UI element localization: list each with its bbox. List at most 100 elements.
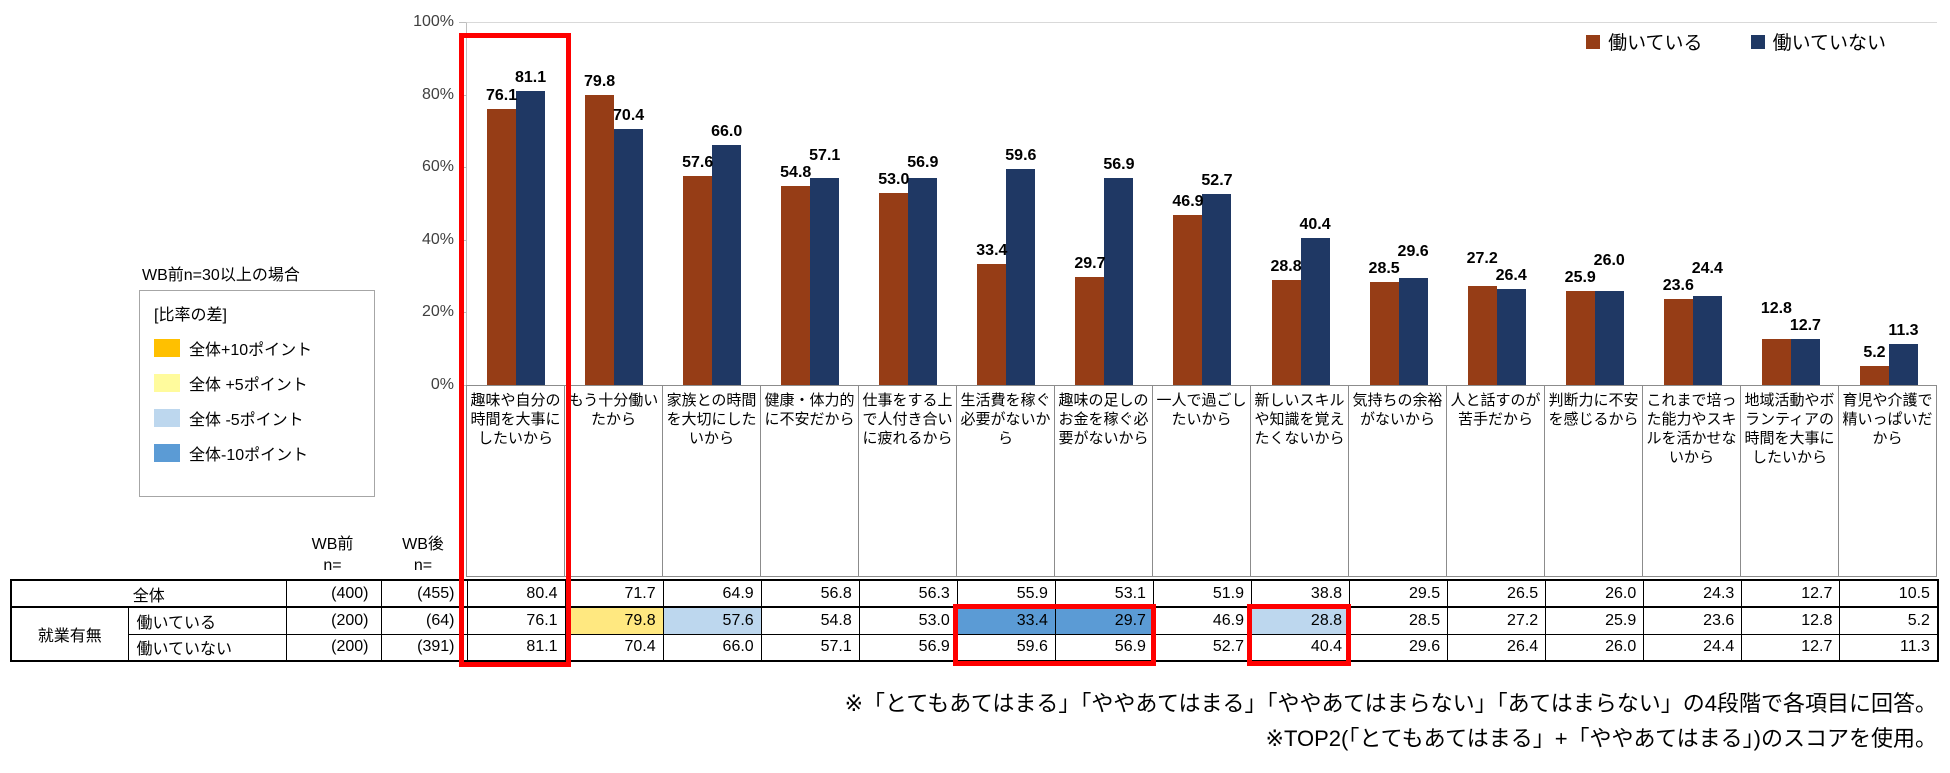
value-label-working: 28.8 bbox=[1270, 258, 1302, 276]
row-label-total: 全体 bbox=[10, 579, 287, 608]
bar-working bbox=[1565, 290, 1595, 385]
bar-not-working bbox=[1692, 296, 1722, 385]
diff-legend-box: [比率の差] 全体+10ポイント 全体 +5ポイント 全体 -5ポイント 全体-10ポ… bbox=[139, 290, 375, 497]
y-axis-tick-label: 0% bbox=[430, 376, 454, 393]
diff-legend-item: 全体 -5ポイント bbox=[154, 406, 360, 430]
bar-group: 76.1 81.1 bbox=[467, 22, 565, 385]
category-label: 家族との時間を大切にしたいから bbox=[663, 386, 761, 576]
footnote-line-2: ※TOP2(「とてもあてはまる」+「ややあてはまる」)のスコアを使用。 bbox=[1265, 726, 1937, 751]
category-axis: 趣味や自分の時間を大事にしたいから もう十分働いたから 家族との時間を大切にしたいか… bbox=[466, 385, 1937, 577]
category-label: 地域活動やボランティアの時間を大事にしたいから bbox=[1741, 386, 1839, 576]
table-cell-value: 12.8 bbox=[1741, 606, 1841, 635]
diff-legend-title: [比率の差] bbox=[154, 307, 227, 324]
table-cell-value: 56.9 bbox=[1054, 633, 1154, 662]
wb-post-header: WB後 n= bbox=[380, 534, 466, 576]
value-label-working: 23.6 bbox=[1662, 277, 1694, 295]
legend-label-working: 働いている bbox=[1608, 33, 1703, 54]
category-label: 新しいスキルや知識を覚えたくないから bbox=[1251, 386, 1349, 576]
table-cell-value: 55.9 bbox=[956, 579, 1056, 608]
value-label-not-working: 29.6 bbox=[1397, 242, 1429, 260]
table-cell-value: 26.4 bbox=[1447, 633, 1547, 662]
row-group-label: 就業有無 bbox=[10, 606, 129, 662]
bar-not-working bbox=[810, 177, 840, 385]
bar-group: 79.8 70.4 bbox=[565, 22, 663, 385]
bar-group: 54.8 57.1 bbox=[761, 22, 859, 385]
value-label-working: 53.0 bbox=[878, 170, 910, 188]
y-axis-tick-label: 80% bbox=[421, 85, 454, 103]
category-label: 人と話すのが苦手だから bbox=[1447, 386, 1545, 576]
value-label-not-working: 56.9 bbox=[907, 153, 939, 171]
value-label-working: 57.6 bbox=[682, 153, 714, 171]
value-label-not-working: 66.0 bbox=[711, 123, 743, 141]
value-label-working: 79.8 bbox=[584, 73, 616, 91]
table-cell-value: 57.1 bbox=[760, 633, 860, 662]
cell-n-wb-pre: (400) bbox=[285, 579, 382, 608]
legend-label-not-working: 働いていない bbox=[1772, 33, 1886, 54]
category-label: 趣味や自分の時間を大事にしたいから bbox=[467, 386, 565, 576]
category-label: 趣味の足しのお金を稼ぐ必要がないから bbox=[1055, 386, 1153, 576]
table-cell-value: 64.9 bbox=[662, 579, 762, 608]
value-label-not-working: 11.3 bbox=[1888, 321, 1919, 339]
highlight-box-money-reasons bbox=[953, 604, 1156, 666]
value-label-working: 54.8 bbox=[780, 164, 812, 182]
table-cell-value: 5.2 bbox=[1839, 606, 1939, 635]
table-cell-value: 81.1 bbox=[466, 633, 566, 662]
bar-working bbox=[977, 263, 1007, 385]
bar-group: 29.7 56.9 bbox=[1055, 22, 1153, 385]
cell-n-wb-pre: (200) bbox=[285, 606, 382, 635]
value-label-working: 12.8 bbox=[1760, 299, 1792, 317]
diff-legend-label: 全体+10ポイント bbox=[189, 342, 313, 359]
table-row: 働いていない (200) (391) 81.1 70.4 66.0 57.1 56.9 59.6… bbox=[11, 633, 1939, 662]
category-label: 仕事をする上で人付き合いに疲れるから bbox=[859, 386, 957, 576]
table-cell-value: 28.5 bbox=[1349, 606, 1449, 635]
bar-not-working bbox=[1888, 343, 1918, 385]
bar-not-working bbox=[1594, 290, 1624, 385]
table-cell-value: 76.1 bbox=[466, 606, 566, 635]
bar-group: 12.8 12.7 bbox=[1742, 22, 1840, 385]
bar-working bbox=[585, 95, 615, 385]
bar-working bbox=[487, 108, 517, 385]
table-cell-value: 29.6 bbox=[1349, 633, 1449, 662]
table-cell-value: 25.9 bbox=[1545, 606, 1645, 635]
bar-not-working bbox=[614, 129, 644, 385]
bar-group: 23.6 24.4 bbox=[1644, 22, 1742, 385]
diff-legend-item: 全体 +5ポイント bbox=[154, 371, 360, 395]
table-cell-value: 51.9 bbox=[1152, 579, 1253, 608]
table-cell-value: 40.4 bbox=[1250, 633, 1351, 662]
row-label-not-working: 働いていない bbox=[127, 633, 287, 662]
bar-group: 57.6 66.0 bbox=[663, 22, 761, 385]
bar-group: 25.9 26.0 bbox=[1546, 22, 1644, 385]
bar-working bbox=[1663, 299, 1693, 385]
bar-not-working bbox=[908, 178, 938, 385]
footnotes: ※「とてもあてはまる」「ややあてはまる」「ややあてはまらない」「あてはまらない」… bbox=[845, 686, 1937, 756]
diff-legend-swatch bbox=[154, 409, 180, 427]
diff-legend-label: 全体 +5ポイント bbox=[189, 377, 308, 394]
value-label-working: 33.4 bbox=[976, 241, 1008, 259]
footnote-line-1: ※「とてもあてはまる」「ややあてはまる」「ややあてはまらない」「あてはまらない」… bbox=[844, 691, 1937, 716]
wb-pre-n-label: n= bbox=[323, 557, 342, 574]
diff-legend-item: 全体+10ポイント bbox=[154, 336, 360, 360]
bar-group: 33.4 59.6 bbox=[957, 22, 1055, 385]
table-cell-value: 23.6 bbox=[1643, 606, 1743, 635]
table-cell-value: 29.5 bbox=[1349, 579, 1449, 608]
bar-working bbox=[879, 192, 909, 385]
wb-pre-label: WB前 bbox=[311, 536, 354, 553]
table-cell-value: 56.8 bbox=[760, 579, 860, 608]
bar-working bbox=[1369, 281, 1399, 385]
category-label: 育児や介護で精いっぱいだから bbox=[1842, 392, 1933, 447]
wb-post-label: WB後 bbox=[402, 536, 444, 553]
table-cell-value: 57.6 bbox=[662, 606, 762, 635]
diff-legend-swatch bbox=[154, 444, 180, 462]
value-label-not-working: 57.1 bbox=[809, 147, 841, 165]
legend-note: WB前n=30以上の場合 bbox=[142, 267, 300, 284]
table-cell-value: 27.2 bbox=[1447, 606, 1547, 635]
y-axis-tick-label: 20% bbox=[421, 303, 454, 321]
table-cell-value: 56.3 bbox=[858, 579, 958, 608]
bar-group: 5.2 11.3 bbox=[1840, 22, 1938, 385]
bar-working bbox=[683, 175, 713, 385]
table-cell-value: 46.9 bbox=[1152, 606, 1253, 635]
bar-not-working bbox=[1398, 277, 1428, 385]
legend-swatch-not-working bbox=[1750, 34, 1765, 49]
category-label: これまで培った能力やスキルを活かせないから bbox=[1643, 386, 1741, 576]
